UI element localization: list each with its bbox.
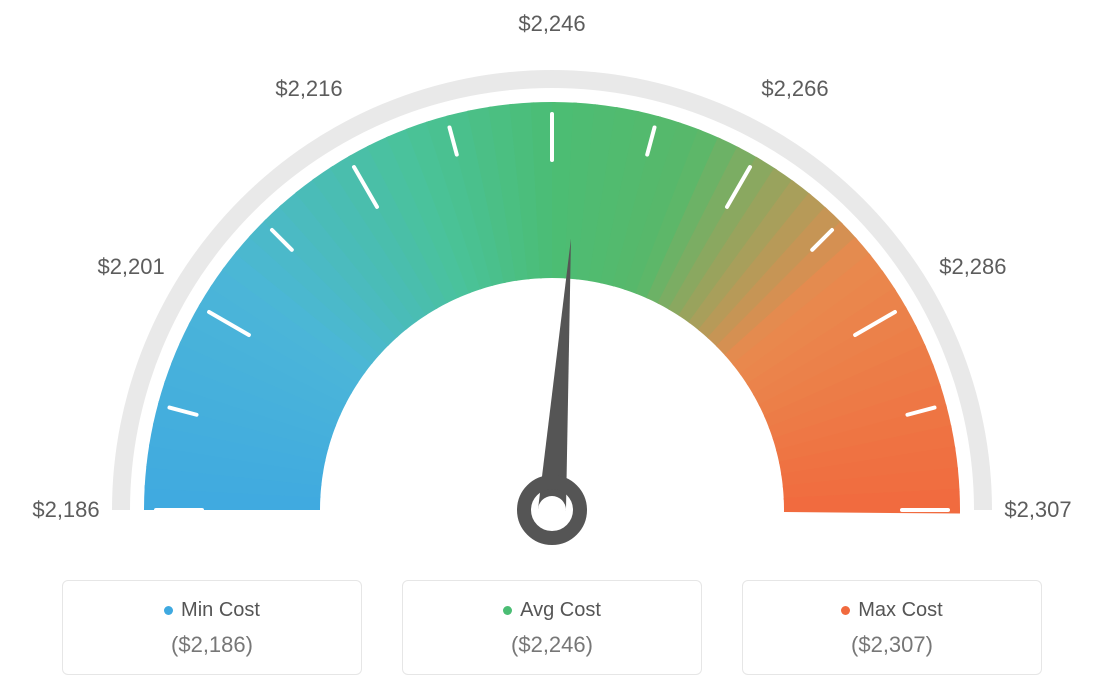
legend-row: Min Cost ($2,186) Avg Cost ($2,246) Max … <box>20 580 1084 675</box>
legend-value-avg: ($2,246) <box>413 632 691 658</box>
gauge-chart: $2,186$2,201$2,216$2,246$2,266$2,286$2,3… <box>20 20 1084 560</box>
gauge-tick-label: $2,266 <box>761 76 828 102</box>
legend-title-min: Min Cost <box>73 599 351 622</box>
gauge-tick-label: $2,286 <box>939 254 1006 280</box>
legend-label-avg: Avg Cost <box>520 599 601 621</box>
gauge-tick-label: $2,186 <box>32 497 99 523</box>
gauge-tick-label: $2,246 <box>518 11 585 37</box>
legend-title-max: Max Cost <box>753 599 1031 622</box>
dot-icon <box>841 606 850 615</box>
legend-label-max: Max Cost <box>858 599 942 621</box>
gauge-tick-label: $2,201 <box>97 254 164 280</box>
legend-card-max: Max Cost ($2,307) <box>742 580 1042 675</box>
dot-icon <box>164 606 173 615</box>
legend-title-avg: Avg Cost <box>413 599 691 622</box>
legend-label-min: Min Cost <box>181 599 260 621</box>
gauge-svg <box>20 20 1084 560</box>
dot-icon <box>503 606 512 615</box>
legend-card-avg: Avg Cost ($2,246) <box>402 580 702 675</box>
gauge-tick-label: $2,216 <box>275 76 342 102</box>
legend-value-min: ($2,186) <box>73 632 351 658</box>
legend-value-max: ($2,307) <box>753 632 1031 658</box>
gauge-tick-label: $2,307 <box>1004 497 1071 523</box>
legend-card-min: Min Cost ($2,186) <box>62 580 362 675</box>
